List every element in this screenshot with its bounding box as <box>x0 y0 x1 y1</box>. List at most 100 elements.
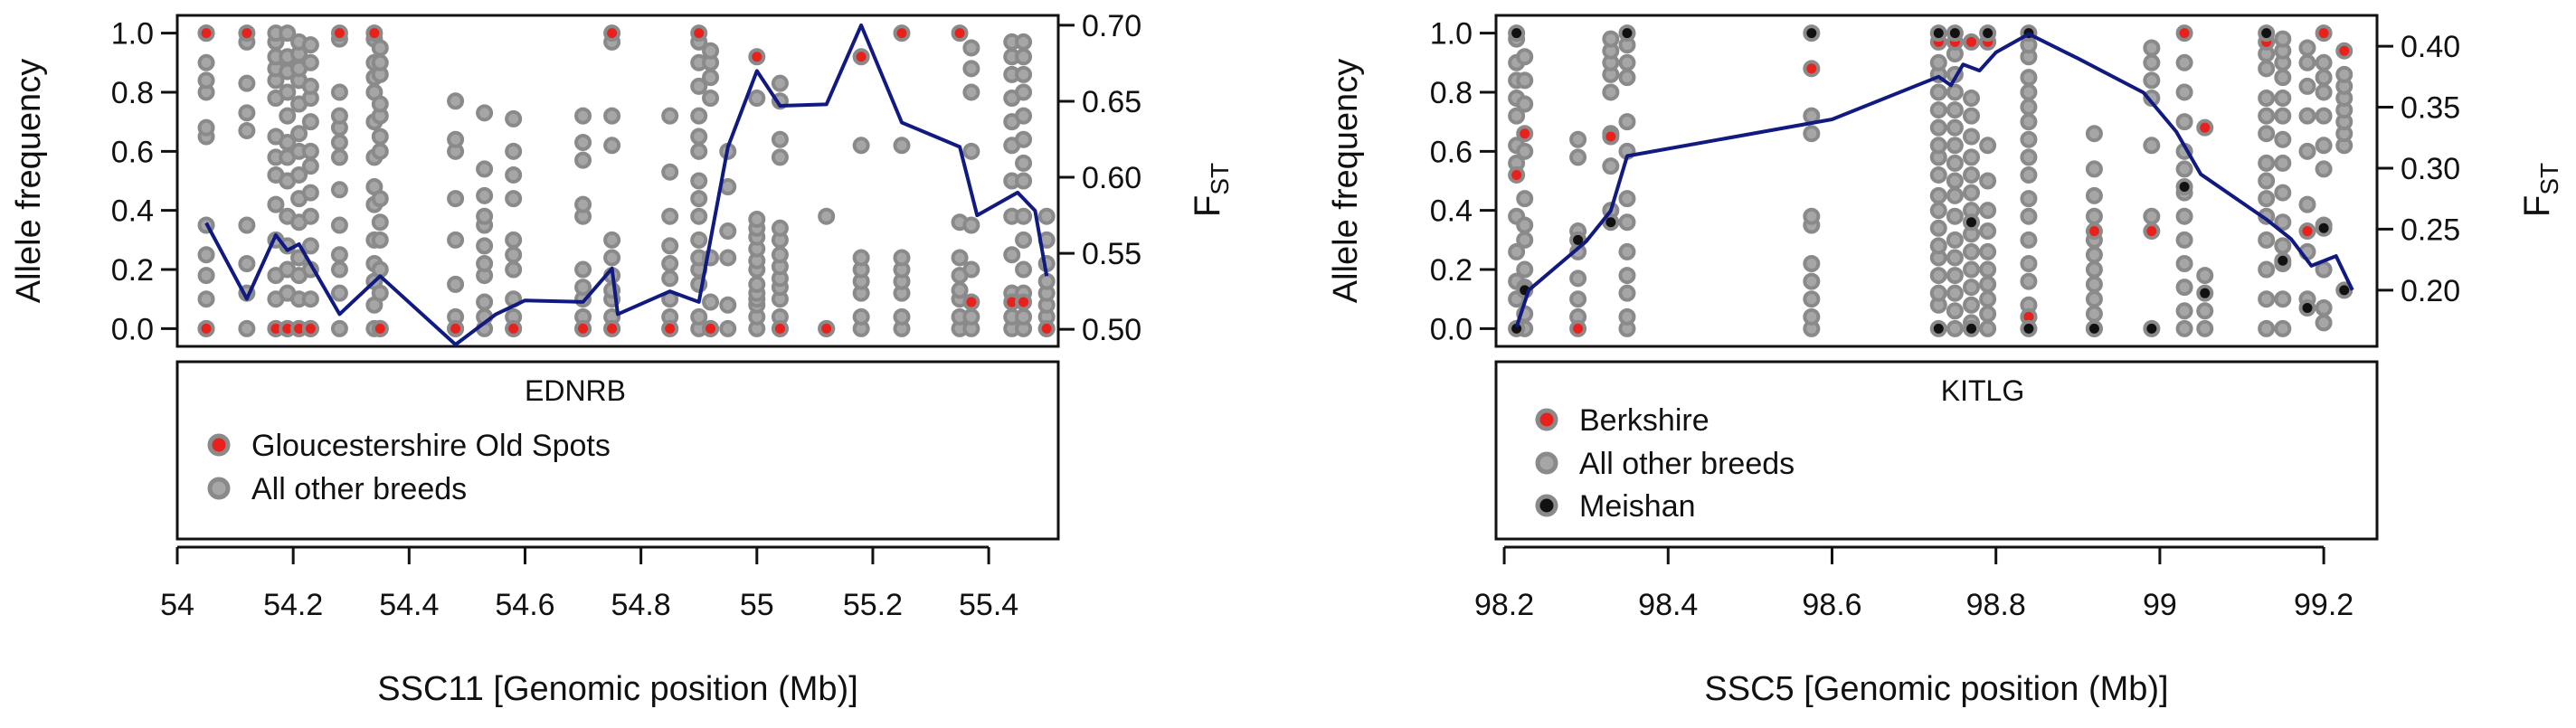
x-tick-label: 54.2 <box>263 588 323 622</box>
focal-breed-point <box>1015 293 1033 311</box>
other-breed-point <box>2298 107 2316 125</box>
focal-breed-point <box>962 293 980 311</box>
other-breed-point <box>1618 53 1636 71</box>
other-breed-point <box>1946 302 1964 320</box>
other-breed-point <box>279 83 297 101</box>
x-tick-label: 54.8 <box>611 588 671 622</box>
other-breed-point <box>690 172 708 190</box>
y-axis-label: Allele frequency <box>1327 59 1365 303</box>
other-breed-point <box>2298 77 2316 95</box>
other-breed-point <box>1946 249 1964 267</box>
meishan-point <box>1803 24 1821 43</box>
other-breed-point <box>574 107 592 125</box>
other-breed-point <box>301 184 319 202</box>
other-breed-point <box>2258 125 2276 143</box>
y2-tick-label: 0.25 <box>2401 213 2460 247</box>
other-breed-point <box>2258 190 2276 208</box>
other-breed-point <box>1015 172 1033 190</box>
other-breed-point <box>2085 186 2103 204</box>
other-breed-point <box>2020 207 2038 225</box>
other-breed-point <box>1015 65 1033 83</box>
x-tick-label: 55.2 <box>843 588 903 622</box>
other-breed-point <box>2175 279 2193 297</box>
other-breed-point <box>447 190 465 208</box>
other-breed-point <box>962 83 980 101</box>
other-breed-point <box>1803 272 1821 290</box>
legend-box <box>175 360 1060 541</box>
y-tick-label: 0.4 <box>111 194 154 229</box>
other-breed-point <box>1963 279 1981 297</box>
other-breed-point <box>279 24 297 43</box>
meishan-point <box>2258 24 2276 43</box>
other-breed-point <box>301 142 319 160</box>
other-breed-point <box>771 219 789 237</box>
other-breed-point <box>1015 231 1033 249</box>
other-breed-point <box>1929 219 1947 237</box>
other-breed-point <box>2175 53 2193 71</box>
other-breed-point <box>2085 160 2103 178</box>
other-breed-point <box>574 260 592 279</box>
legend-marker <box>1535 451 1558 475</box>
other-breed-point <box>2274 237 2292 255</box>
other-breed-point <box>962 216 980 234</box>
other-breed-point <box>852 307 870 326</box>
x-tick-label: 99.2 <box>2294 588 2353 622</box>
y-tick-label: 1.0 <box>111 17 154 52</box>
other-breed-point <box>1618 113 1636 131</box>
other-breed-point <box>371 95 389 113</box>
other-breed-point <box>1929 137 1947 155</box>
other-breed-point <box>1569 269 1587 288</box>
other-breed-point <box>2274 184 2292 202</box>
other-breed-point <box>2298 39 2316 57</box>
focal-breed-point <box>365 24 384 43</box>
other-breed-point <box>505 231 523 249</box>
other-breed-point <box>301 113 319 131</box>
focal-breed-point <box>661 319 679 337</box>
other-breed-point <box>748 210 766 228</box>
other-breed-point <box>603 249 621 267</box>
other-breed-point <box>2258 154 2276 172</box>
other-breed-point <box>962 39 980 57</box>
other-breed-point <box>2274 90 2292 107</box>
other-breed-point <box>1963 148 1981 166</box>
legend-title: KITLG <box>1941 374 2024 407</box>
meishan-point <box>1602 213 1620 232</box>
other-breed-point <box>301 36 319 54</box>
other-breed-point <box>2020 148 2038 166</box>
other-breed-point <box>2175 302 2193 320</box>
other-breed-point <box>2274 107 2292 125</box>
other-breed-point <box>1037 207 1056 225</box>
other-breed-point <box>2175 231 2193 249</box>
other-breed-point <box>1618 69 1636 87</box>
other-breed-point <box>238 121 256 139</box>
other-breed-point <box>2315 83 2333 101</box>
other-breed-point <box>2315 260 2333 279</box>
other-breed-point <box>197 118 215 137</box>
other-breed-point <box>2143 207 2161 225</box>
other-breed-point <box>1946 118 1964 137</box>
other-breed-point <box>1929 118 1947 137</box>
y2-tick-label: 0.65 <box>1082 85 1141 119</box>
other-breed-point <box>238 74 256 92</box>
other-breed-point <box>267 195 285 213</box>
other-breed-point <box>2315 53 2333 71</box>
meishan-point <box>2274 251 2292 269</box>
other-breed-point <box>476 160 494 178</box>
other-breed-point <box>1015 154 1033 172</box>
other-breed-point <box>1979 222 1997 241</box>
other-breed-point <box>1618 307 1636 326</box>
other-breed-point <box>1963 184 1981 202</box>
other-breed-point <box>2143 137 2161 155</box>
other-breed-point <box>371 128 389 146</box>
other-breed-point <box>476 237 494 255</box>
other-breed-point <box>1516 95 1534 113</box>
other-breed-point <box>2258 107 2276 125</box>
other-breed-point <box>893 137 911 155</box>
focal-breed-point <box>301 319 319 337</box>
other-breed-point <box>1946 186 1964 204</box>
other-breed-point <box>962 307 980 326</box>
focal-breed-point <box>371 319 389 337</box>
legend-marker <box>1535 408 1558 431</box>
x-tick-label: 55.4 <box>959 588 1018 622</box>
other-breed-point <box>2274 69 2292 87</box>
